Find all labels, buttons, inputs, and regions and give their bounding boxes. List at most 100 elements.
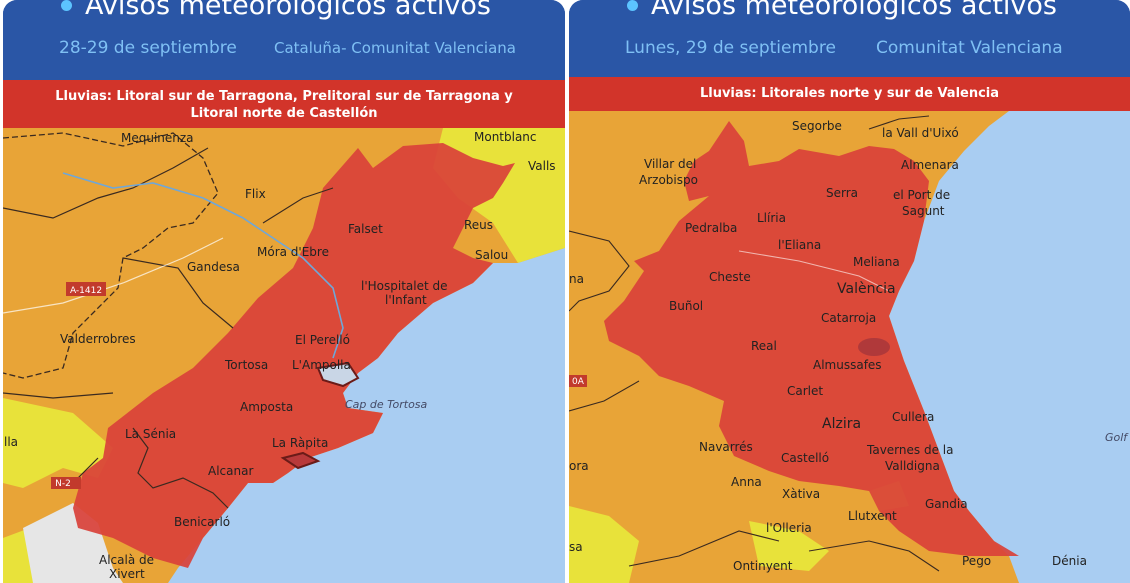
panel-region: Cataluña- Comunitat Valenciana	[274, 39, 516, 57]
map-sea	[168, 248, 565, 583]
place-senia: La Sénia	[125, 427, 176, 441]
road-label-n2: N-2	[55, 479, 71, 489]
map-zone-yellow	[3, 398, 113, 488]
place-hospitalet-line1: l'Hospitalet de	[361, 279, 448, 293]
map-border	[868, 115, 930, 130]
map-border	[3, 392, 114, 399]
place-rapita: La Ràpita	[272, 436, 328, 450]
place-alcala-line2: Xivert	[109, 567, 145, 581]
road-shield	[569, 375, 587, 387]
place-benicarlo: Benicarló	[174, 515, 230, 529]
place-perello: El Perelló	[295, 333, 350, 347]
place-anna: Anna	[731, 475, 762, 489]
panel-header: Avisos meteorológicos activos 28-29 de s…	[3, 0, 565, 80]
map-canvas: 0A Segorbe la Vall d'Uixó Villar del Arz…	[569, 111, 1130, 583]
place-navarres: Navarrés	[699, 440, 753, 454]
place-hospitalet-line2: l'Infant	[385, 293, 427, 307]
place-amposta: Amposta	[240, 400, 293, 414]
place-lliria: Llíria	[757, 211, 786, 225]
map-lagoon	[858, 338, 890, 356]
place-real: Real	[751, 339, 777, 353]
panel-date: 28-29 de septiembre	[59, 38, 237, 58]
map-delta	[316, 361, 360, 388]
map-road	[3, 237, 224, 314]
place-falset: Falset	[348, 222, 383, 236]
place-partial-na: na	[569, 272, 584, 286]
place-partial-sa: sa	[569, 540, 583, 554]
map-zone-red	[604, 121, 1019, 556]
place-carlet: Carlet	[787, 384, 823, 398]
place-alcanar: Alcanar	[208, 464, 253, 478]
place-pego: Pego	[962, 554, 991, 568]
road-label-a1412: A-1412	[70, 286, 102, 296]
panel-date: Lunes, 29 de septiembre	[625, 38, 836, 58]
place-alcala-line1: Alcalà de	[99, 553, 154, 567]
map-zone-red	[73, 143, 515, 568]
place-segorbe: Segorbe	[792, 119, 842, 133]
map-border	[132, 427, 229, 509]
map-border	[569, 230, 630, 312]
place-xativa: Xàtiva	[782, 487, 820, 501]
place-valls: Valls	[528, 159, 556, 173]
place-valderrobres: Valderrobres	[60, 332, 136, 346]
place-denia: Dénia	[1052, 554, 1087, 568]
place-gandesa: Gandesa	[187, 260, 240, 274]
place-ampolla: L'Ampolla	[292, 358, 351, 372]
map-border	[3, 147, 209, 219]
place-montblanc: Montblanc	[474, 130, 537, 144]
place-olleria: l'Olleria	[766, 521, 812, 535]
warning-panel-left: Avisos meteorológicos activos 28-29 de s…	[3, 0, 565, 583]
road-label-0a: 0A	[572, 377, 585, 387]
warning-map: 0A Segorbe la Vall d'Uixó Villar del Arz…	[569, 111, 1130, 583]
road-shield	[51, 477, 81, 489]
place-tortosa: Tortosa	[224, 358, 268, 372]
place-port-line2: Sagunt	[902, 204, 945, 218]
warning-map: A-1412 N-2 Mequinenza Montblanc Valls Fl…	[3, 128, 565, 583]
place-cheste: Cheste	[709, 270, 751, 284]
place-reus: Reus	[464, 218, 493, 232]
place-almenara: Almenara	[901, 158, 959, 172]
place-villar-line1: Villar del	[644, 157, 696, 171]
place-serra: Serra	[826, 186, 858, 200]
place-mora: Móra d'Ebre	[257, 245, 329, 259]
place-llutxent: Llutxent	[848, 509, 897, 523]
map-border	[628, 530, 780, 567]
map-border	[3, 132, 219, 379]
map-zone-yellow	[749, 521, 829, 571]
place-castello: Castelló	[781, 451, 829, 465]
place-golf: Golf	[1105, 431, 1129, 444]
bullet-icon	[627, 0, 638, 11]
alert-banner: Lluvias: Litoral sur de Tarragona, Preli…	[3, 80, 565, 128]
place-flix: Flix	[245, 187, 266, 201]
map-border	[808, 540, 940, 572]
warning-panel-right: Avisos meteorológicos activos Lunes, 29 …	[569, 0, 1130, 583]
place-salou: Salou	[475, 248, 508, 262]
map-river	[62, 172, 344, 359]
map-sea	[889, 111, 1130, 583]
place-catarroja: Catarroja	[821, 311, 876, 325]
map-border	[122, 257, 234, 329]
map-delta	[280, 451, 321, 470]
map-border	[262, 187, 334, 224]
map-border	[569, 380, 640, 412]
place-villar-line2: Arzobispo	[639, 173, 698, 187]
place-vall: la Vall d'Uixó	[882, 126, 959, 140]
place-mequinenza: Mequinenza	[121, 131, 194, 145]
place-eliana: l'Eliana	[778, 238, 821, 252]
place-alzira: Alzira	[822, 416, 861, 432]
place-tavernes-line1: Tavernes de la	[866, 443, 953, 457]
map-road	[738, 250, 890, 292]
place-partial-ora: ora	[569, 459, 589, 473]
map-zone-yellow	[569, 506, 639, 583]
place-port-line1: el Port de	[893, 188, 950, 202]
panel-region: Comunitat Valenciana	[876, 38, 1063, 58]
place-pedralba: Pedralba	[685, 221, 737, 235]
road-shield	[66, 282, 106, 296]
panel-header: Avisos meteorológicos activos Lunes, 29 …	[569, 0, 1130, 80]
place-partial-lla: lla	[4, 435, 18, 449]
alert-banner: Lluvias: Litorales norte y sur de Valenc…	[569, 77, 1130, 111]
place-almussafes: Almussafes	[813, 358, 882, 372]
map-canvas: A-1412 N-2 Mequinenza Montblanc Valls Fl…	[3, 128, 565, 583]
place-bunol: Buñol	[669, 299, 703, 313]
place-meliana: Meliana	[853, 255, 900, 269]
